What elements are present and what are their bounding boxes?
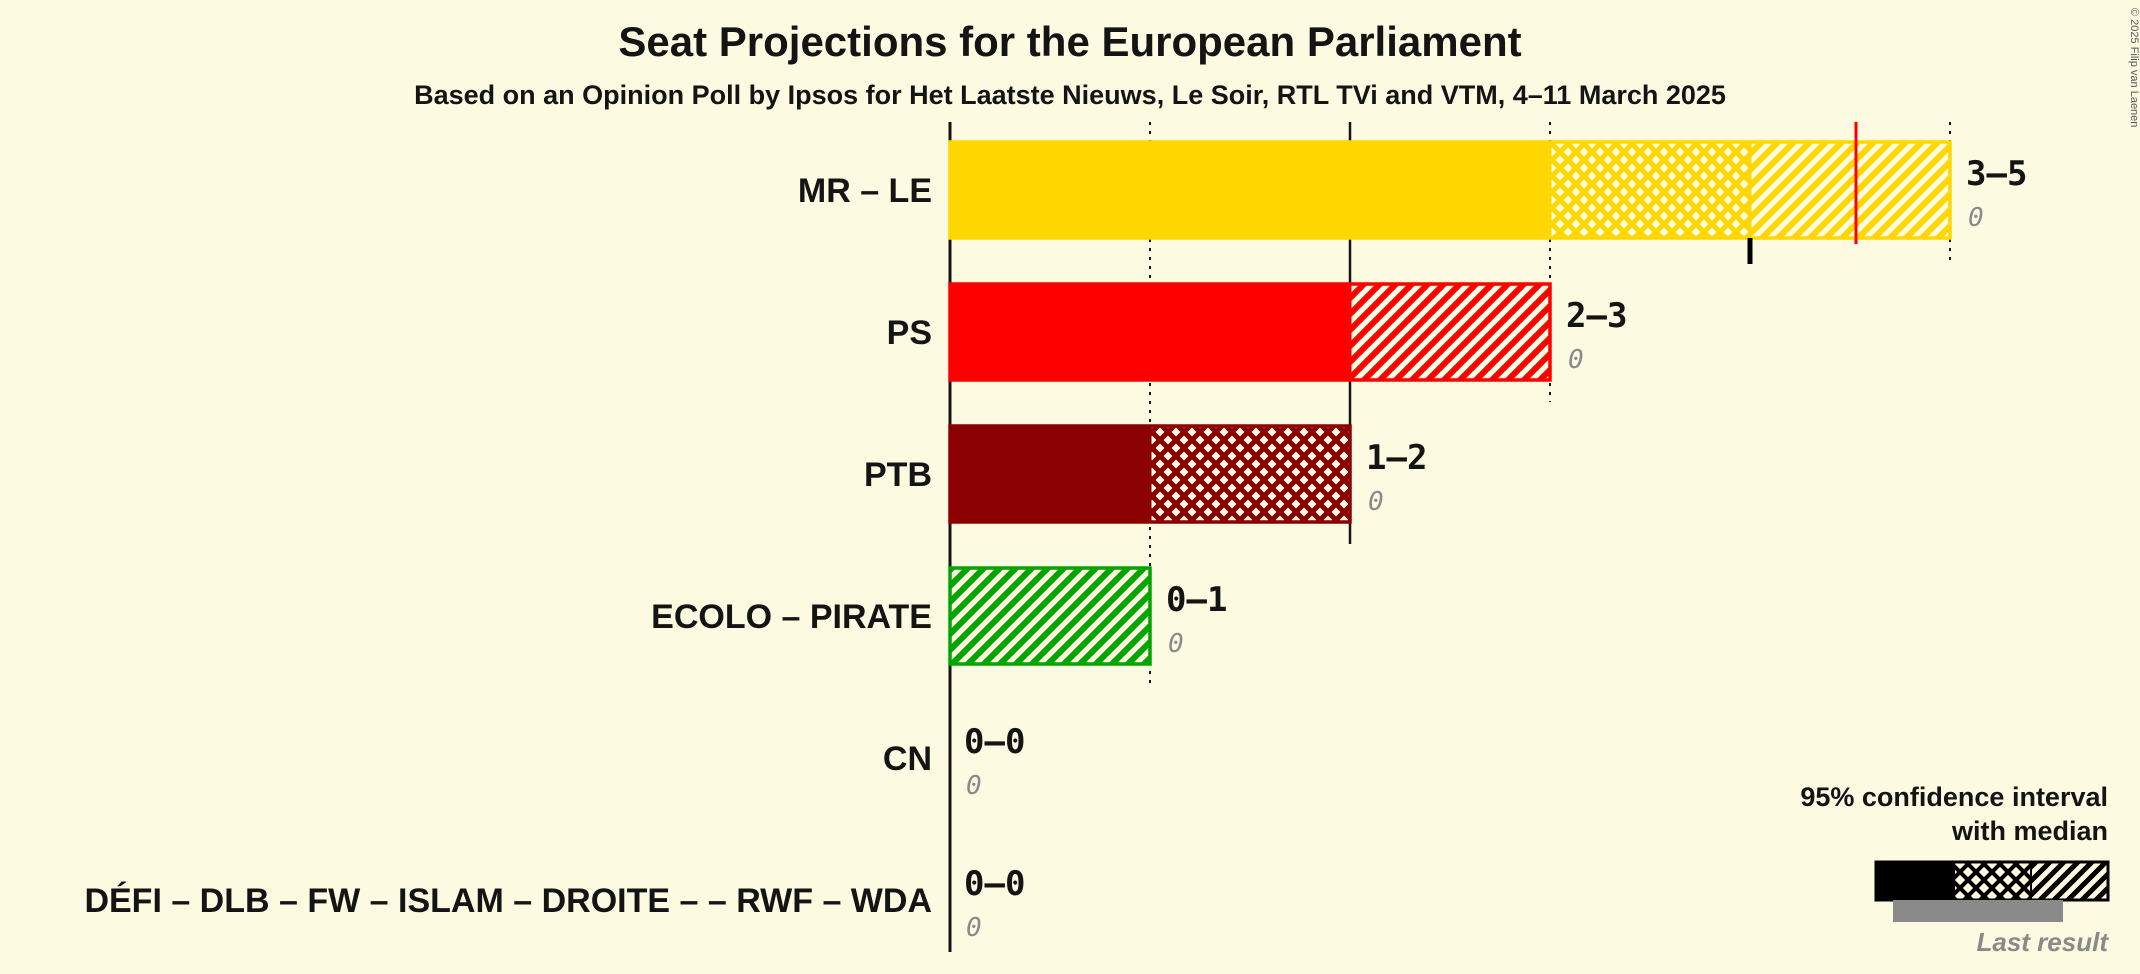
bar-solid-ps [948,282,1352,382]
last-result-value-ptb: 0 [1368,487,1384,517]
bars-layer: 3–5 0 MR – LE 2–3 0 PS 1–2 0 PTB 0–1 0 ECOLO – PIRA… [84,140,2027,943]
bar-outline-ps [948,282,1552,382]
chart-title: Seat Projections for the European Parlia… [618,18,1521,65]
last-result-value-cn: 0 [966,771,982,801]
copyright-notice: © 2025 Filip van Laenen [2128,8,2140,127]
last-result-value-defi-coalition: 0 [966,913,982,943]
bar-crosshatch-mr-le [1548,140,1752,240]
chart-subtitle: Based on an Opinion Poll by Ipsos for He… [414,80,1726,110]
bar-solid-mr-le [948,140,1552,240]
gridlines-layer [948,122,1951,952]
legend-last-result-swatch [1893,900,2063,922]
seat-range-label-defi-coalition: 0–0 [964,864,1025,904]
party-label-mr-le: MR – LE [798,172,932,210]
seat-range-label-mr-le: 3–5 [1966,154,2027,194]
seat-range-label-ecolo-pirate: 0–1 [1166,580,1227,620]
last-result-value-mr-le: 0 [1968,203,1984,233]
seat-range-label-cn: 0–0 [964,722,1025,762]
party-label-defi-coalition: DÉFI – DLB – FW – ISLAM – DROITE – – RWF… [84,882,932,920]
last-result-value-ecolo-pirate: 0 [1168,629,1184,659]
bar-outline-ptb [948,424,1352,524]
legend-ci-label-line2: with median [1951,816,2108,846]
seat-range-label-ps: 2–3 [1566,296,1627,336]
seat-range-label-ptb: 1–2 [1366,438,1427,478]
bar-crosshatch-ptb [1148,424,1352,524]
legend-sample-diagonal [2030,861,2109,901]
bar-diagonal-ecolo-pirate [948,566,1152,666]
legend-sample-solid [1876,862,1954,900]
bar-solid-ptb [948,424,1152,524]
bar-outline-mr-le [948,140,1952,240]
legend-ci-label-line1: 95% confidence interval [1800,782,2108,812]
markers-layer [1747,122,1858,264]
bar-diagonal-mr-le [1748,140,1952,240]
last-result-value-ps: 0 [1568,345,1584,375]
party-label-ecolo-pirate: ECOLO – PIRATE [651,598,932,636]
party-label-cn: CN [883,740,932,778]
legend-last-result-label: Last result [1977,927,2110,957]
party-label-ptb: PTB [864,456,932,494]
legend-sample-crosshatch [1953,861,2032,901]
bar-outline-ecolo-pirate [948,566,1152,666]
bar-diagonal-ps [1348,282,1552,382]
legend: 95% confidence interval with median Last… [1800,782,2110,957]
party-label-ps: PS [887,314,932,352]
